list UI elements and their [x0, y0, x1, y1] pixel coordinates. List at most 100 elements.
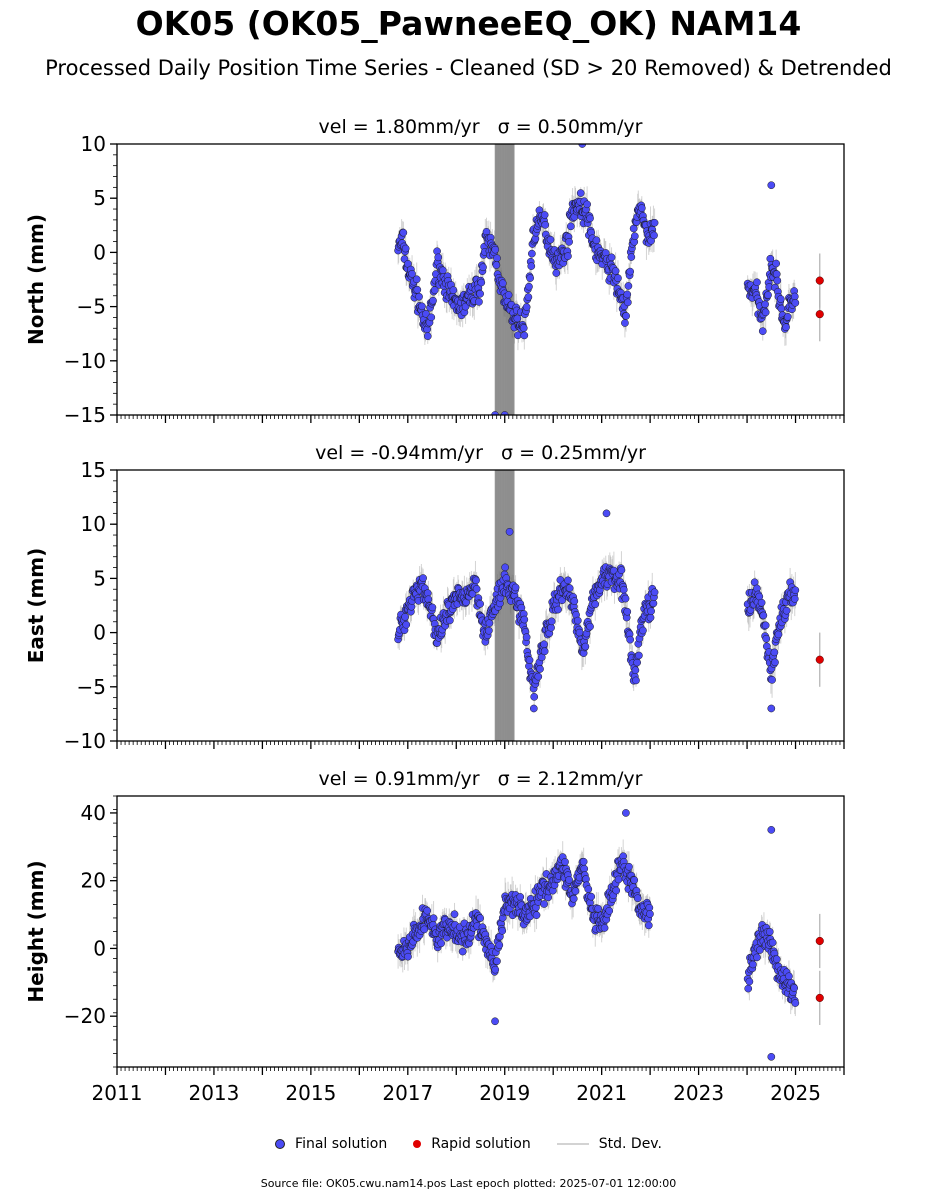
- final-solution-point: [529, 704, 538, 713]
- y-axis-label-north: North (mm): [24, 214, 48, 345]
- final-solution-point: [450, 910, 459, 919]
- final-solution-point: [575, 628, 584, 637]
- final-solution-point: [587, 892, 596, 901]
- final-solution-point: [430, 286, 439, 294]
- final-solution-point: [564, 252, 572, 260]
- final-solution-point: [423, 906, 432, 915]
- final-solution-point: [791, 586, 800, 595]
- x-tick-label: 2025: [770, 1081, 821, 1105]
- final-solution-point: [614, 875, 623, 884]
- final-solution-point: [764, 291, 772, 299]
- final-solution-point: [505, 527, 514, 536]
- final-solution-point: [621, 594, 630, 603]
- final-solution-point: [650, 218, 659, 227]
- x-tick-label: 2019: [479, 1081, 530, 1105]
- y-tick-label: 15: [81, 458, 106, 482]
- final-solution-point: [625, 862, 633, 871]
- final-solution-point: [626, 635, 635, 644]
- std-dev-line-icon: [556, 1143, 589, 1145]
- final-solution-point: [617, 566, 626, 575]
- final-solution-point: [429, 914, 438, 923]
- final-solution-point: [569, 894, 578, 903]
- final-solution-point: [576, 189, 585, 197]
- final-solution-point: [522, 303, 531, 311]
- final-solution-point: [565, 876, 573, 884]
- final-solution-point: [573, 616, 582, 625]
- final-solution-point: [744, 984, 753, 993]
- final-solution-point: [475, 298, 483, 306]
- final-solution-point: [547, 623, 555, 632]
- final-solution-point: [420, 925, 429, 934]
- final-solution-point: [777, 304, 786, 313]
- y-axis-label-height: Height (mm): [24, 860, 48, 1002]
- panel-title-north: vel = 1.80mm/yr σ = 0.50mm/yr: [319, 116, 643, 138]
- final-solution-point: [761, 308, 770, 317]
- final-solution-point: [774, 630, 783, 639]
- final-solution-point: [493, 957, 501, 966]
- final-solution-point: [519, 324, 528, 332]
- rapid-solution-point: [815, 276, 824, 285]
- final-solution-point: [401, 244, 410, 253]
- final-solution-point: [504, 291, 513, 299]
- final-solution-point: [491, 965, 500, 974]
- final-solution-point: [428, 603, 437, 612]
- rapid-solution-point: [815, 655, 824, 664]
- final-solution-point: [476, 914, 484, 922]
- final-solution-point: [528, 249, 536, 258]
- legend-rapid-label: Rapid solution: [431, 1136, 531, 1152]
- final-solution-point: [791, 999, 800, 1007]
- final-solution-point: [745, 977, 754, 986]
- x-tick-label: 2017: [382, 1081, 433, 1105]
- final-solution-point: [600, 924, 609, 932]
- legend-final-label: Final solution: [295, 1136, 388, 1152]
- y-tick-label: 0: [93, 936, 106, 960]
- y-tick-label: 5: [93, 186, 106, 210]
- final-solution-point: [631, 666, 640, 675]
- final-solution-point: [622, 809, 630, 817]
- final-solution-point: [614, 274, 622, 283]
- x-tick-label: 2011: [92, 1081, 143, 1105]
- y-tick-label: −5: [77, 675, 106, 699]
- final-solution-point: [419, 574, 427, 582]
- final-solution-point: [644, 921, 653, 930]
- rapid-solution-point: [815, 936, 824, 946]
- final-solution-point: [477, 278, 486, 287]
- final-solution-point: [412, 275, 421, 284]
- y-tick-label: −10: [64, 729, 106, 753]
- y-tick-label: 10: [81, 132, 106, 156]
- final-solution-point: [761, 621, 770, 630]
- final-solution-point: [646, 910, 654, 918]
- final-solution-point: [758, 327, 767, 335]
- final-solution-point: [627, 253, 636, 261]
- page-title: OK05 (OK05_PawneeEQ_OK) NAM14: [135, 4, 802, 43]
- final-solution-point: [623, 298, 632, 307]
- y-tick-label: 10: [81, 512, 106, 536]
- y-tick-label: −10: [64, 349, 106, 373]
- final-solution-point: [629, 224, 638, 233]
- final-solution-point: [756, 946, 764, 954]
- final-solution-point: [491, 245, 500, 254]
- final-solution-point: [520, 331, 529, 340]
- final-solution-point: [612, 886, 621, 895]
- y-tick-label: 0: [93, 240, 106, 264]
- final-solution-point: [399, 228, 408, 237]
- final-solution-point: [476, 600, 484, 608]
- final-solution-point: [586, 214, 594, 223]
- final-solution-point: [579, 857, 588, 866]
- final-solution-point: [540, 211, 549, 219]
- final-solution-point: [561, 858, 569, 866]
- final-solution-point: [495, 941, 504, 949]
- final-solution-point: [525, 656, 534, 664]
- final-solution-point: [633, 894, 642, 903]
- final-solution-point: [434, 253, 443, 262]
- final-solution-point: [540, 640, 548, 649]
- final-solution-point: [520, 615, 529, 624]
- final-solution-point: [771, 658, 779, 667]
- final-solution-point: [646, 613, 655, 622]
- x-tick-label: 2023: [673, 1081, 724, 1105]
- legend-std-label: Std. Dev.: [598, 1136, 662, 1152]
- final-solution-point: [749, 960, 757, 969]
- final-solution-point: [635, 651, 643, 660]
- final-solution-point: [607, 253, 616, 262]
- final-solution-point: [626, 267, 635, 276]
